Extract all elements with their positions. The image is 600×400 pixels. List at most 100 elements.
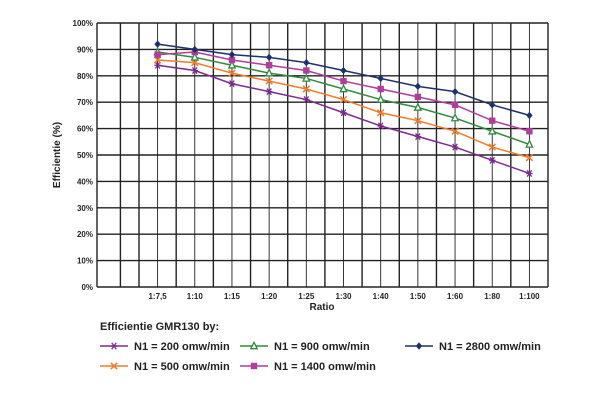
data-point-square [526,128,533,135]
data-point-square [228,56,236,64]
data-point-triangle [450,112,460,122]
data-point-square [265,62,273,69]
x-tick-label: 1:80 [484,292,501,301]
y-axis-title: Efficientie (%) [52,122,63,188]
data-point-x [228,69,236,77]
y-tick-label: 50% [77,151,93,160]
legend-item: N1 = 900 omw/min [240,340,370,353]
data-point-square [414,93,422,101]
data-point-triangle [264,68,274,77]
y-tick-label: 20% [77,230,93,239]
data-point-x [451,127,459,135]
legend-label: N1 = 1400 omw/min [274,361,376,373]
data-point-triangle [302,73,311,82]
data-point-asterisk [154,61,161,69]
data-point-diamond [265,53,273,62]
x-tick-label: 1:60 [447,292,464,301]
data-point-square [340,77,347,85]
legend-item: N1 = 2800 omw/min [405,341,541,353]
x-axis-ticks: 1:7,5 1:10 1:15 1:20 1:25 1:30 1:40 1:50 1:60 1:8… [148,292,540,301]
data-point-asterisk [451,143,459,151]
y-tick-label: 90% [77,45,93,54]
y-tick-label: 70% [77,98,93,107]
data-point-diamond [526,111,533,120]
data-point-diamond [228,50,236,59]
series-square [154,48,533,135]
chart-grid [96,22,549,288]
legend-title: Efficientie GMR130 by: [100,321,219,333]
y-tick-label: 80% [77,72,93,81]
legend-item: N1 = 1400 omw/min [240,361,376,373]
data-point-x [488,143,496,151]
data-point-asterisk [414,132,422,141]
data-point-diamond [377,74,384,83]
data-point-asterisk [228,80,236,88]
series-asterisk [154,61,533,178]
y-tick-label: 30% [77,204,93,213]
x-axis-title: Ratio [310,302,335,313]
data-point-asterisk [265,88,273,96]
x-tick-label: 1:15 [224,292,241,301]
data-point-triangle [339,83,348,93]
data-point-asterisk [110,342,118,350]
data-point-triangle [487,126,497,135]
x-tick-label: 1:100 [519,292,540,301]
data-point-x [376,109,385,117]
data-point-asterisk [303,95,310,104]
series-x [153,56,534,162]
data-point-square [154,51,161,58]
x-tick-label: 1:30 [335,292,352,301]
data-point-square [451,101,459,109]
data-point-square [303,67,310,74]
data-point-diamond [451,87,459,96]
chart-series [153,40,534,178]
data-point-triangle [413,102,423,111]
data-point-diamond [414,82,422,91]
data-point-x [302,85,311,93]
y-tick-label: 0% [81,283,93,292]
legend-item: N1 = 200 omw/min [100,341,230,353]
data-point-diamond [415,342,423,350]
chart-legend: N1 = 200 omw/min N1 = 500 omw/min N1 = 900… [100,340,541,373]
x-tick-label: 1:20 [261,292,278,301]
data-point-square [489,117,496,124]
legend-label: N1 = 200 omw/min [134,341,230,353]
y-tick-label: 100% [73,19,93,28]
data-point-triangle [227,60,237,69]
legend-label: N1 = 2800 omw/min [439,341,541,353]
data-point-x [339,95,348,104]
data-point-triangle [249,340,259,350]
data-point-asterisk [191,66,198,75]
data-point-asterisk [489,156,496,164]
legend-label: N1 = 500 omw/min [134,361,230,373]
data-point-square [250,362,258,370]
data-point-asterisk [377,122,384,130]
data-point-triangle [376,94,385,103]
x-tick-label: 1:50 [410,292,427,301]
data-point-x [414,116,422,125]
y-axis-ticks: 0% 10% 20% 30% 40% 50% 60% 70% 80% 90% 100% [73,19,93,292]
y-tick-label: 40% [77,177,93,186]
data-point-asterisk [526,169,533,178]
series-diamond [154,40,533,120]
data-point-diamond [303,58,310,67]
x-tick-label: 1:10 [187,292,204,301]
data-point-x [110,362,118,370]
legend-item: N1 = 500 omw/min [100,361,230,373]
y-tick-label: 60% [77,125,93,134]
data-point-triangle [525,139,534,148]
data-point-diamond [154,40,161,48]
data-point-x [525,153,534,162]
data-point-x [265,77,273,85]
data-point-asterisk [340,109,347,117]
data-point-triangle [190,52,200,61]
x-tick-label: 1:25 [298,292,315,301]
data-point-diamond [340,66,347,75]
data-point-square [377,85,384,93]
x-tick-label: 1:7,5 [148,292,167,301]
data-point-diamond [489,101,496,109]
legend-label: N1 = 900 omw/min [274,341,370,353]
data-point-diamond [191,45,198,54]
y-tick-label: 10% [77,257,93,266]
